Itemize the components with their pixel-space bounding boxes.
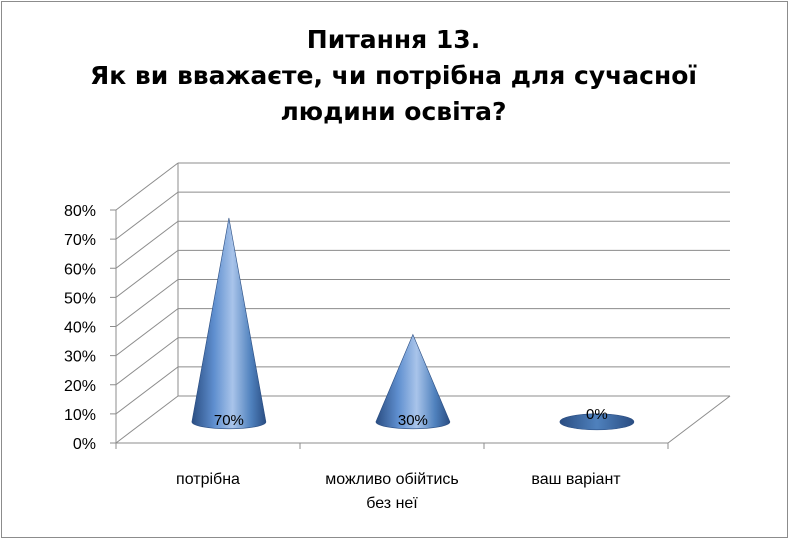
data-label: 0% xyxy=(586,406,608,423)
side-gridline xyxy=(115,249,179,298)
side-gridline xyxy=(115,366,179,415)
y-tick-label: 60% xyxy=(64,261,96,278)
y-tick-label: 30% xyxy=(64,349,96,366)
y-tick-label: 50% xyxy=(64,290,96,307)
side-gridline xyxy=(115,220,179,269)
side-gridline xyxy=(115,308,179,357)
cone-3-base xyxy=(559,413,635,431)
chart-title-line-1: Питання 13. xyxy=(306,25,481,54)
y-tick-label: 40% xyxy=(64,320,96,337)
y-tick-label: 80% xyxy=(64,203,96,220)
side-gridline xyxy=(115,191,179,240)
chart-title-line-2: Як ви вважаєте, чи потрібна для сучасної xyxy=(89,61,698,90)
y-tick-label: 70% xyxy=(64,232,96,249)
category-label: без неї xyxy=(366,495,418,512)
chart-title-line-3: людини освіта? xyxy=(280,97,507,126)
category-label: потрібна xyxy=(176,471,240,488)
side-gridline xyxy=(115,279,179,327)
y-tick-label: 20% xyxy=(64,378,96,395)
floor-right-edge xyxy=(667,395,731,444)
data-label: 70% xyxy=(214,412,244,429)
side-gridline xyxy=(115,395,179,444)
category-label: ваш варіант xyxy=(531,471,621,488)
category-label: можливо обійтись xyxy=(325,471,459,488)
cone-2 xyxy=(375,333,451,430)
y-tick-label: 10% xyxy=(64,407,96,424)
side-gridline xyxy=(115,337,179,386)
side-gridline xyxy=(115,162,179,211)
data-label: 30% xyxy=(398,412,428,429)
y-tick-label: 0% xyxy=(73,436,96,453)
cone-1 xyxy=(191,217,267,430)
